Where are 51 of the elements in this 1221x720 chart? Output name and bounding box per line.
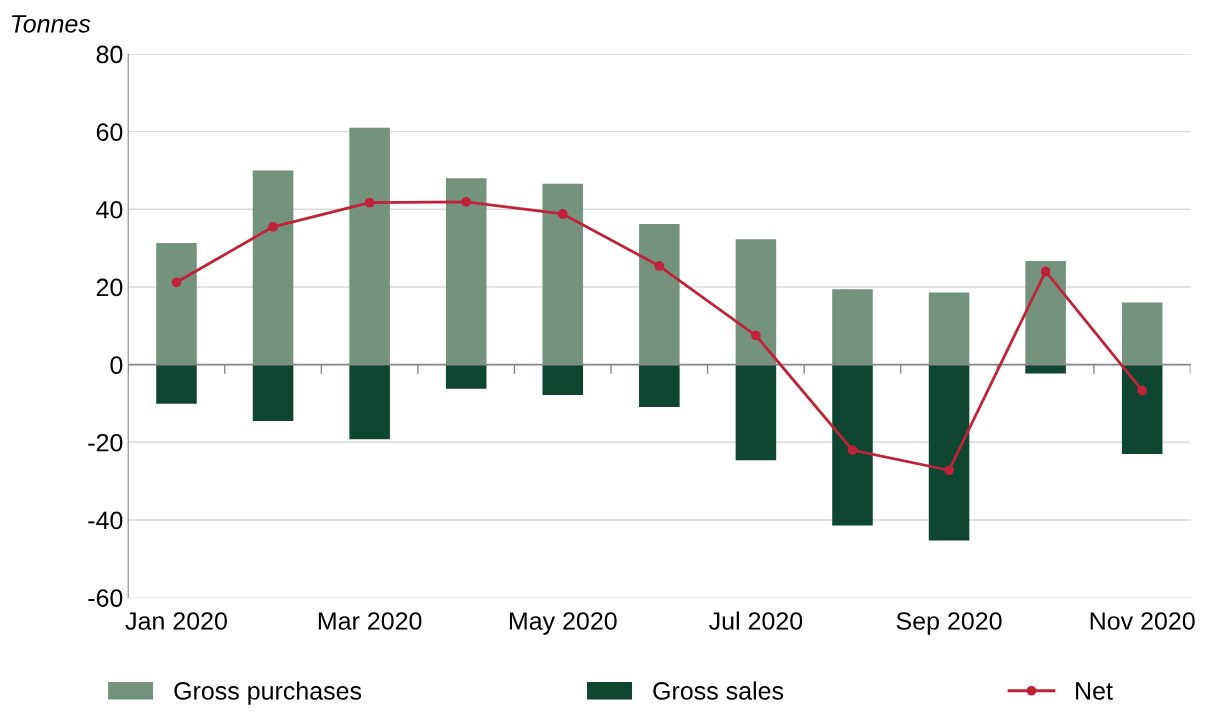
x-tick-label: Nov 2020 (1090, 612, 1195, 630)
bar (1121, 302, 1163, 365)
x-tick-label: Jan 2020 (125, 612, 227, 630)
bar (252, 364, 294, 421)
bar (832, 364, 873, 526)
bar (445, 178, 487, 365)
point (268, 221, 278, 232)
y-tick-label: 60 (96, 123, 123, 141)
point (364, 197, 375, 208)
y-tick-label: 80 (96, 45, 123, 64)
point (557, 209, 568, 219)
y-tick-label: -20 (88, 433, 123, 452)
legend-label: Gross sales (653, 681, 784, 700)
y-tick-label: 0 (110, 356, 123, 374)
bar (639, 224, 680, 365)
bar (735, 239, 777, 365)
point (944, 465, 954, 476)
bar (928, 364, 970, 541)
bar (156, 364, 197, 404)
point (1040, 266, 1051, 277)
bar (542, 364, 584, 395)
bar (156, 243, 197, 365)
bar (349, 127, 390, 365)
bar (928, 292, 970, 365)
bar (349, 364, 390, 440)
point (171, 277, 182, 288)
bar (1025, 364, 1066, 374)
y-tick-label: -40 (88, 511, 123, 530)
bar (832, 289, 873, 365)
x-tick-label: Sep 2020 (896, 612, 1002, 635)
x-tick-label: May 2020 (509, 612, 617, 635)
bar (1121, 364, 1163, 454)
x-tick-label: Jul 2020 (709, 611, 803, 630)
point (1137, 385, 1148, 396)
bar (252, 170, 294, 365)
legend-label: Net (1076, 682, 1113, 700)
y-tick-label: 20 (96, 278, 123, 297)
bar (1025, 260, 1066, 365)
x-tick-label: Mar 2020 (318, 612, 422, 630)
bar (735, 364, 777, 461)
point (461, 197, 472, 207)
y-axis-title: Tonnes (12, 15, 91, 33)
legend-label: Gross purchases (174, 681, 362, 705)
point (847, 445, 858, 455)
bar (542, 183, 584, 365)
y-tick-label: 40 (96, 200, 123, 219)
point (751, 330, 761, 341)
y-tick-label: -60 (88, 589, 123, 607)
point (654, 261, 665, 271)
bar (639, 364, 680, 407)
bar (445, 364, 487, 389)
